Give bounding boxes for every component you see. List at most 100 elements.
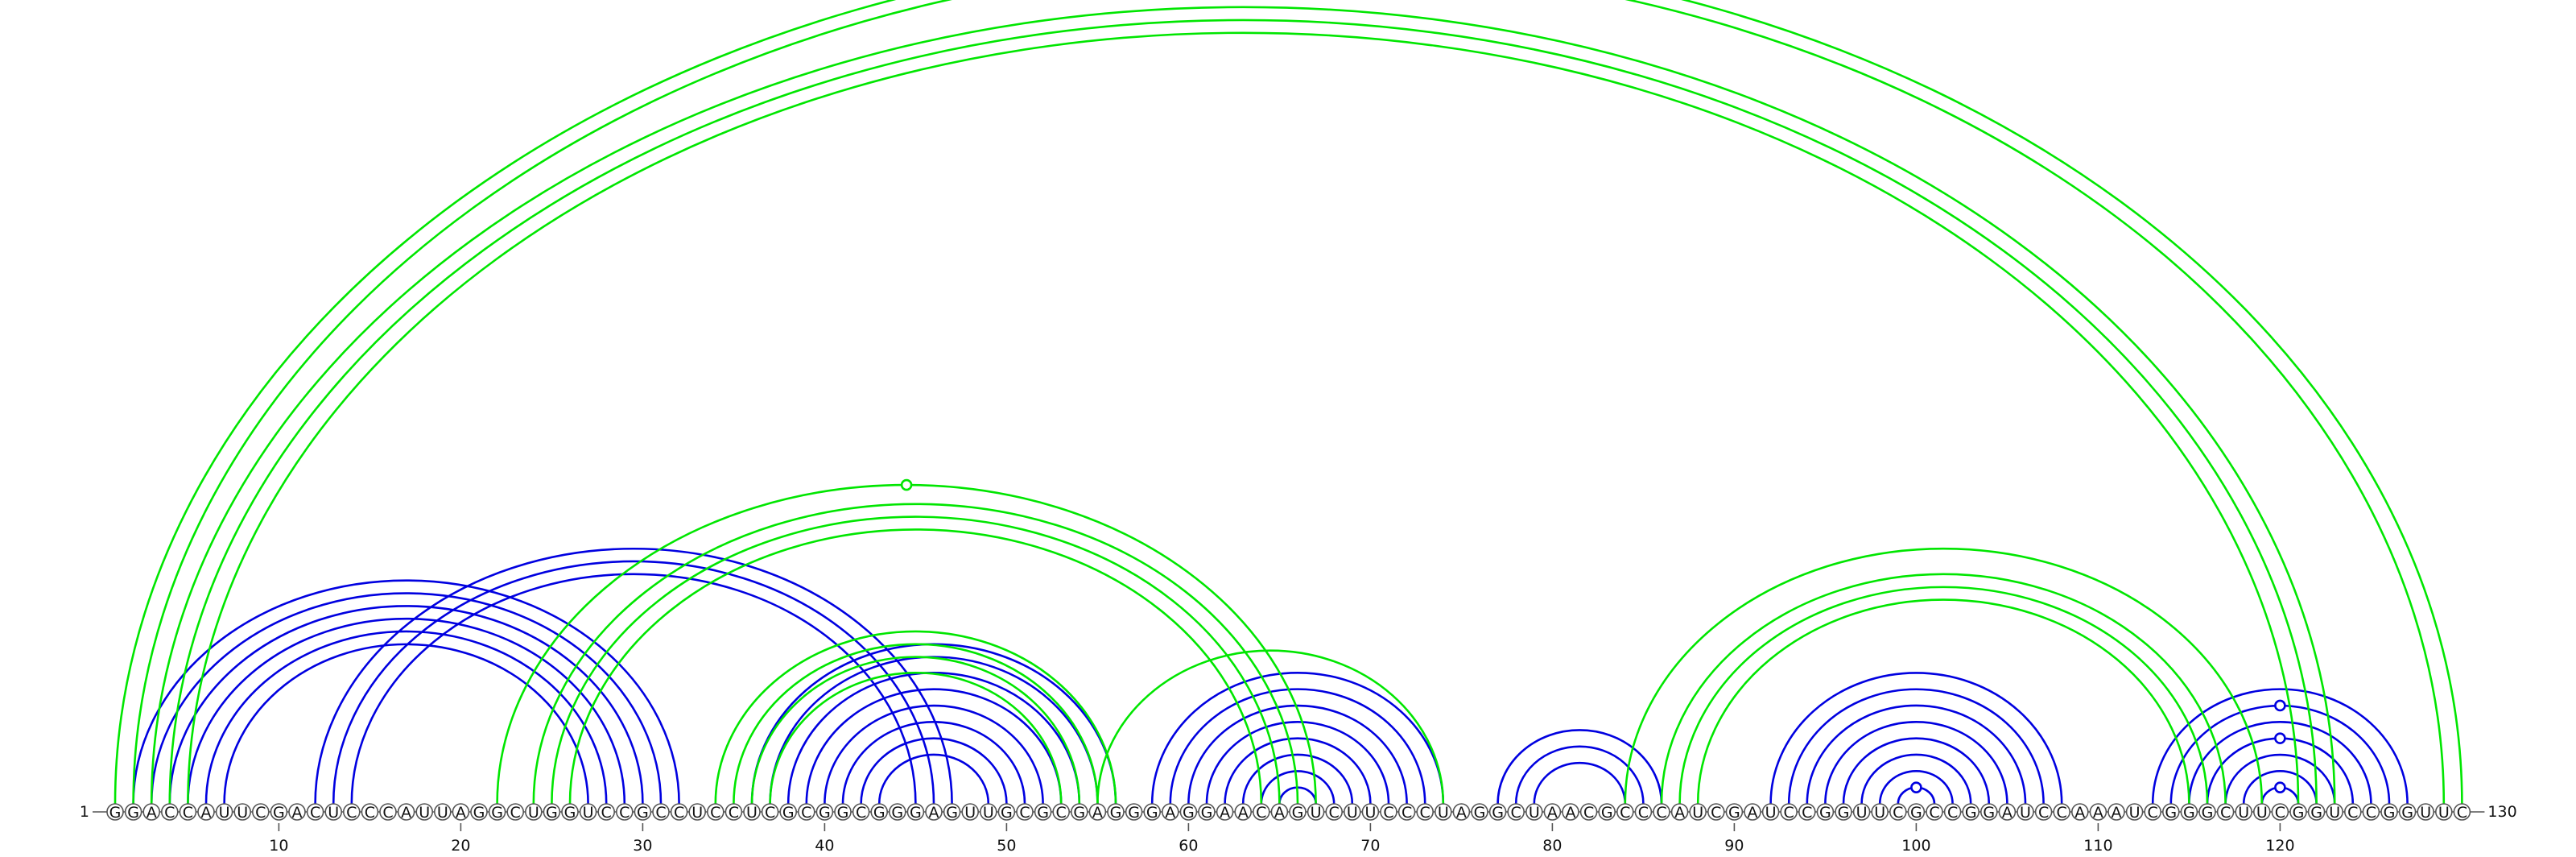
nucleotide-circle	[106, 803, 124, 821]
nucleotide: A	[288, 803, 306, 822]
nucleotide-letter: U	[328, 804, 339, 822]
nucleotide-letter: A	[2002, 804, 2013, 822]
tertiary-arc-marker	[900, 478, 913, 491]
secondary-arc-marker	[2274, 781, 2286, 793]
nucleotide-letter: G	[491, 804, 503, 822]
tertiary-pair-arc-2-129	[132, 0, 2446, 805]
nucleotide-letter: C	[510, 804, 521, 822]
nucleotide-circle	[2235, 803, 2252, 821]
nucleotide-circle	[1852, 803, 1871, 821]
nucleotide-circle	[980, 803, 997, 821]
secondary-pair-arc-113-127	[2151, 688, 2409, 805]
nucleotide: C	[1052, 803, 1070, 822]
nucleotide-letter: G	[1001, 804, 1013, 822]
nucleotide: G	[2289, 803, 2307, 822]
nucleotide: G	[1034, 803, 1052, 822]
nucleotide: C	[1507, 803, 1525, 822]
nucleotide: C	[706, 803, 724, 822]
nucleotide: G	[1907, 803, 1926, 822]
nucleotide-circle	[1998, 803, 2017, 821]
nucleotide-circle	[852, 803, 870, 821]
nucleotide-circle	[288, 803, 306, 821]
secondary-pair-arc-63-69	[1241, 753, 1354, 805]
nucleotide: U	[1689, 803, 1707, 822]
nucleotide: G	[1980, 803, 1998, 822]
secondary-pair-arc-117-123	[2224, 753, 2336, 805]
nucleotide-circle	[1598, 803, 1616, 821]
nucleotide-letter: G	[273, 804, 285, 822]
nucleotide: G	[2398, 803, 2417, 822]
nucleotide-circle	[2307, 803, 2326, 821]
nucleotide-letter: U	[237, 804, 248, 822]
nucleotide: U	[1852, 803, 1871, 822]
nucleotide-circle	[943, 803, 961, 821]
nucleotide-circle	[1034, 803, 1052, 821]
nucleotide-circle	[1325, 803, 1343, 821]
nucleotide-letter: G	[1601, 804, 1613, 822]
nucleotide: G	[1071, 803, 1088, 822]
nucleotide: C	[615, 803, 634, 822]
secondary-arc-marker	[2274, 732, 2286, 744]
nucleotide: C	[161, 803, 179, 822]
nucleotide: G	[1198, 803, 1216, 822]
nucleotide: G	[1143, 803, 1161, 822]
nucleotide-letter: C	[1620, 804, 1630, 822]
nucleotide-letter: G	[1110, 804, 1122, 822]
nucleotide-letter: C	[1638, 804, 1649, 822]
nucleotide: C	[1780, 803, 1798, 822]
nucleotide-circle	[1943, 803, 1962, 821]
secondary-pair-arc-97-103	[1860, 753, 1972, 805]
nucleotide: G	[1488, 803, 1507, 822]
nucleotide: U	[1361, 803, 1380, 822]
nucleotide: C	[597, 803, 616, 822]
nucleotide-letter: C	[164, 804, 175, 822]
nucleotide-letter: C	[1929, 804, 1939, 822]
nucleotide-letter: A	[2093, 804, 2103, 822]
nucleotide-letter: C	[1802, 804, 1812, 822]
nucleotide-letter: G	[2384, 804, 2396, 822]
nucleotide-letter: A	[929, 804, 939, 822]
nucleotide: G	[2198, 803, 2216, 822]
nucleotide-circle	[2271, 803, 2289, 821]
nucleotide-letter: C	[765, 804, 775, 822]
tick-label: 80	[1542, 837, 1562, 855]
nucleotide-circle	[1562, 803, 1579, 821]
nucleotide-circle	[2180, 803, 2198, 821]
nucleotide-letter: A	[1092, 804, 1103, 822]
nucleotide-letter: G	[819, 804, 831, 822]
nucleotide: G	[1816, 803, 1835, 822]
nucleotide-letter: A	[2074, 804, 2085, 822]
nucleotide: G	[488, 803, 506, 822]
nucleotide-circle	[1216, 803, 1234, 821]
nucleotide: A	[452, 803, 470, 822]
nucleotide-circle	[270, 803, 288, 821]
nucleotide-circle	[870, 803, 888, 821]
nucleotide-circle	[997, 803, 1016, 821]
nucleotide-circle	[142, 803, 160, 821]
nucleotide-circle	[1780, 803, 1798, 821]
nucleotide-circle	[2362, 803, 2380, 821]
nucleotide-letter: G	[910, 804, 922, 822]
tick-label: 90	[1724, 837, 1744, 855]
nucleotide-letter: G	[2165, 804, 2177, 822]
nucleotide-circle	[1253, 803, 1270, 821]
nucleotide-letter: G	[1183, 804, 1195, 822]
nucleotide-letter: A	[292, 804, 303, 822]
nucleotide-circle	[652, 803, 670, 821]
nucleotide-circle	[1871, 803, 1889, 821]
nucleotide-circle	[1344, 803, 1361, 821]
nucleotide-letter: G	[109, 804, 122, 822]
tick-label: 50	[997, 837, 1016, 855]
secondary-pair-arc-3-31	[150, 592, 663, 805]
secondary-pair-arc-79-84	[1533, 761, 1627, 805]
axis-ticks: 10 20 30 40 50 60 70 80 90 100 110 120	[269, 823, 2295, 855]
nucleotide-letter: U	[1311, 804, 1322, 822]
nucleotide-letter: A	[2112, 804, 2122, 822]
nucleotide: G	[870, 803, 888, 822]
nucleotide: C	[179, 803, 197, 822]
nucleotide: C	[2362, 803, 2380, 822]
nucleotide: U	[524, 803, 543, 822]
nucleotide-letter: U	[437, 804, 448, 822]
tertiary-pair-arc-84-119	[1624, 547, 2264, 805]
nucleotide-letter: G	[873, 804, 886, 822]
